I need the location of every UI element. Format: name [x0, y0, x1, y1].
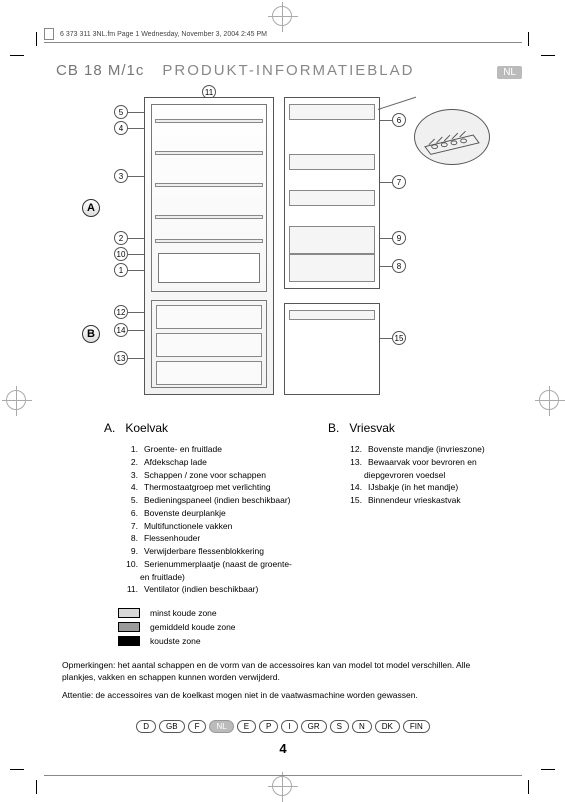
callout-4: 4	[114, 121, 128, 135]
lang-pill-f[interactable]: F	[188, 720, 207, 733]
legend-swatch	[118, 636, 140, 646]
callout-5: 5	[114, 105, 128, 119]
parts-list-item: 5.Bedieningspaneel (indien beschikbaar)	[122, 494, 298, 507]
legend-row: gemiddeld koude zone	[118, 622, 522, 632]
lang-pill-gb[interactable]: GB	[159, 720, 185, 733]
note-1: Opmerkingen: het aantal schappen en de v…	[62, 660, 504, 684]
zone-legend: minst koude zone gemiddeld koude zone koud…	[44, 596, 522, 646]
file-meta-text: 6 373 311 3NL.fm Page 1 Wednesday, Novem…	[60, 31, 267, 38]
lang-pill-nl[interactable]: NL	[209, 720, 233, 733]
legend-row: minst koude zone	[118, 608, 522, 618]
parts-list-item: 2.Afdekschap lade	[122, 456, 298, 469]
parts-list-item: 1.Groente- en fruitlade	[122, 443, 298, 456]
bottom-rule	[44, 775, 522, 776]
lang-pill-s[interactable]: S	[330, 720, 349, 733]
legend-label: minst koude zone	[150, 608, 217, 618]
section-a: A. Koelvak 1.Groente- en fruitlade2.Afde…	[104, 421, 298, 596]
callout-1: 1	[114, 263, 128, 277]
legend-swatch	[118, 622, 140, 632]
legend-label: koudste zone	[150, 636, 201, 646]
language-selector: DGBFNL EPI GRSNDKFIN	[44, 708, 522, 733]
lang-pill-dk[interactable]: DK	[375, 720, 400, 733]
callout-12: 12	[114, 305, 128, 319]
callout-3: 3	[114, 169, 128, 183]
callout-2: 2	[114, 231, 128, 245]
section-b-letter: B.	[328, 421, 346, 435]
parts-list-item: 13.Bewaarvak voor bevroren en diepgevror…	[346, 456, 522, 482]
page-icon	[44, 28, 54, 40]
page-title: PRODUKT-INFORMATIEBLAD	[162, 62, 414, 79]
parts-list-item: 15.Binnendeur vrieskastvak	[346, 494, 522, 507]
callout-8: 8	[392, 259, 406, 273]
section-b: B. Vriesvak 12.Bovenste mandje (invriesz…	[328, 421, 522, 596]
parts-list-item: 6.Bovenste deurplankje	[122, 507, 298, 520]
legend-row: koudste zone	[118, 636, 522, 646]
registration-mark	[272, 6, 292, 26]
lang-pill-gr[interactable]: GR	[301, 720, 327, 733]
lang-pill-d[interactable]: D	[136, 720, 156, 733]
callout-15: 15	[392, 331, 406, 345]
parts-list-item: 12.Bovenste mandje (invrieszone)	[346, 443, 522, 456]
page-content: CB 18 M/1c PRODUKT-INFORMATIEBLAD NL 11 …	[44, 58, 522, 758]
section-b-title: Vriesvak	[349, 421, 395, 435]
parts-list-item: 14.IJsbakje (in het mandje)	[346, 481, 522, 494]
callout-9: 9	[392, 231, 406, 245]
letter-a-badge: A	[82, 199, 100, 217]
parts-list-item: 7.Multifunctionele vakken	[122, 520, 298, 533]
callout-6: 6	[392, 113, 406, 127]
lang-pill-i[interactable]: I	[281, 720, 297, 733]
registration-mark	[272, 776, 292, 796]
crisper-drawer	[158, 253, 260, 283]
callout-7: 7	[392, 175, 406, 189]
parts-list-item: 8.Flessenhouder	[122, 532, 298, 545]
lang-pill-e[interactable]: E	[237, 720, 256, 733]
letter-b-badge: B	[82, 325, 100, 343]
parts-list-item: 11.Ventilator (indien beschikbaar)	[122, 583, 298, 596]
fridge-body	[144, 97, 274, 395]
callout-14: 14	[114, 323, 128, 337]
parts-list-item: 4.Thermostaatgroep met verlichting	[122, 481, 298, 494]
lang-pill-n[interactable]: N	[352, 720, 372, 733]
fridge-upper-compartment	[151, 104, 267, 292]
note-2: Attentie: de accessoires van de koelkast…	[62, 690, 504, 702]
section-a-title: Koelvak	[125, 421, 168, 435]
product-diagram: 11 5 4 3 2 10 1 12 14 13 A B	[56, 91, 522, 411]
freezer-door	[284, 303, 380, 395]
callout-13: 13	[114, 351, 128, 365]
freezer-compartment	[151, 300, 267, 388]
notes: Opmerkingen: het aantal schappen en de v…	[44, 650, 522, 702]
language-tag: NL	[497, 66, 522, 79]
parts-list-item: 9.Verwijderbare flessenblokkering	[122, 545, 298, 558]
registration-mark	[539, 390, 559, 410]
section-a-letter: A.	[104, 421, 122, 435]
model-code: CB 18 M/1c	[56, 62, 144, 79]
egg-tray-detail	[414, 109, 490, 165]
fridge-door-upper	[284, 97, 380, 289]
file-meta: 6 373 311 3NL.fm Page 1 Wednesday, Novem…	[44, 28, 267, 40]
callout-10: 10	[114, 247, 128, 261]
legend-label: gemiddeld koude zone	[150, 622, 236, 632]
page-number: 4	[44, 733, 522, 756]
top-rule	[44, 42, 522, 43]
parts-list-item: 10.Serienummerplaatje (naast de groente-…	[122, 558, 298, 584]
registration-mark	[6, 390, 26, 410]
lang-pill-fin[interactable]: FIN	[403, 720, 430, 733]
parts-list-item: 3.Schappen / zone voor schappen	[122, 469, 298, 482]
legend-swatch	[118, 608, 140, 618]
lang-pill-p[interactable]: P	[259, 720, 278, 733]
